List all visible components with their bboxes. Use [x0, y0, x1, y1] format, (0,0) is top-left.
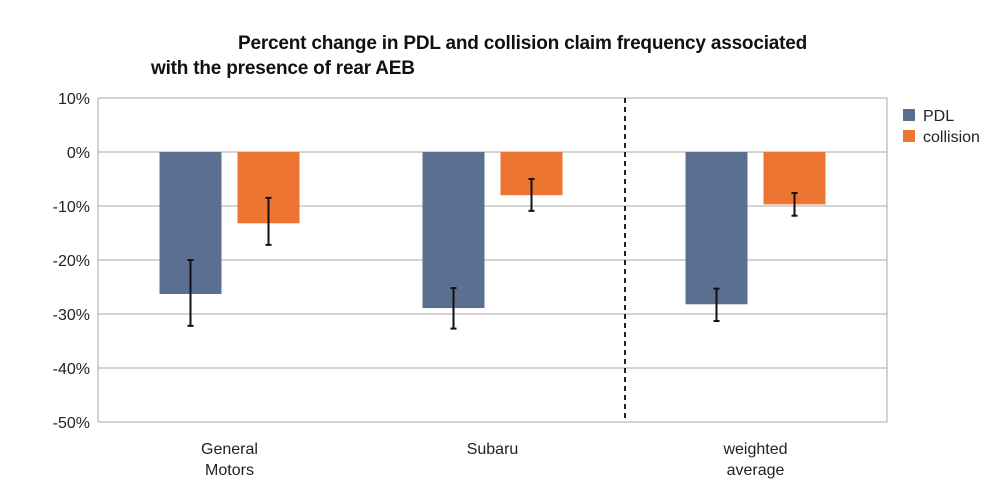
- legend-swatch-collision: [903, 130, 915, 142]
- legend-swatch-pdl: [903, 109, 915, 121]
- y-tick-label: 10%: [58, 91, 90, 108]
- chart-title-line-2: with the presence of rear AEB: [151, 58, 415, 79]
- bar-pdl: [422, 152, 485, 309]
- bars: [159, 152, 826, 309]
- y-tick-label: 0%: [67, 145, 90, 162]
- bar-pdl: [685, 152, 748, 305]
- y-tick-label: -10%: [53, 199, 90, 216]
- legend: PDL collision: [903, 108, 980, 146]
- legend-label-pdl: PDL: [923, 108, 954, 125]
- chart-title-line-1: Percent change in PDL and collision clai…: [238, 33, 808, 54]
- x-tick-label: average: [727, 462, 785, 479]
- x-tick-label: Motors: [205, 462, 254, 479]
- x-tick-label: General: [201, 441, 258, 458]
- x-tick-label: Subaru: [467, 441, 519, 458]
- legend-label-collision: collision: [923, 129, 980, 146]
- grid-lines: [97, 97, 888, 423]
- y-tick-label: -50%: [53, 415, 90, 432]
- x-axis-labels: General Motors Subaru weighted average: [201, 441, 787, 479]
- x-tick-label: weighted: [722, 441, 787, 458]
- y-tick-label: -20%: [53, 253, 90, 270]
- error-bars: [187, 178, 798, 330]
- y-tick-label: -30%: [53, 307, 90, 324]
- y-tick-label: -40%: [53, 361, 90, 378]
- y-axis-ticks: 10% 0% -10% -20% -30% -40% -50%: [53, 91, 90, 432]
